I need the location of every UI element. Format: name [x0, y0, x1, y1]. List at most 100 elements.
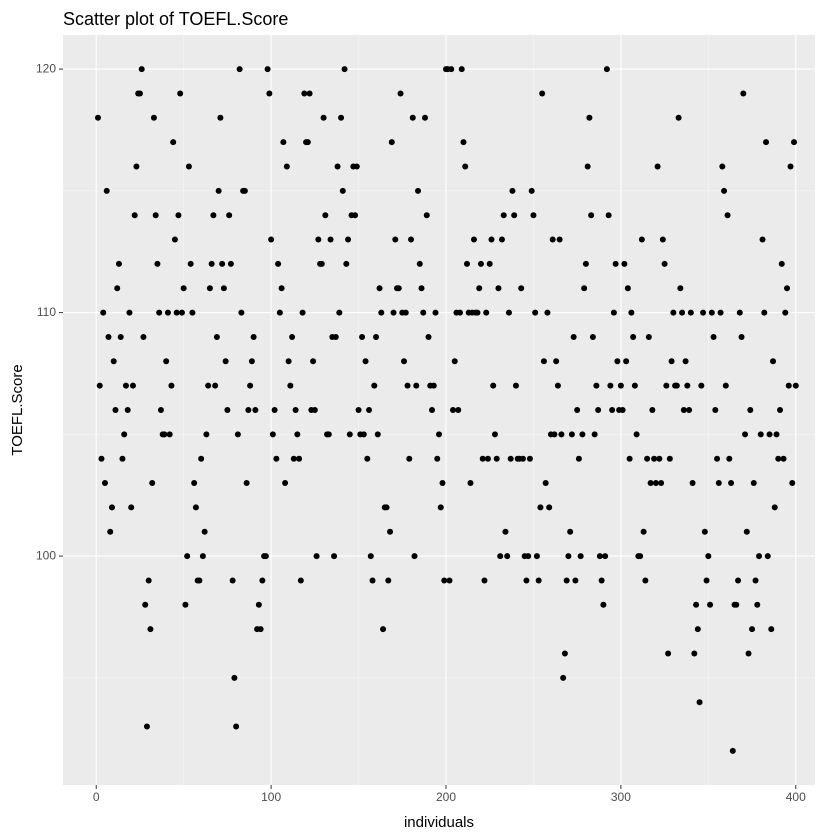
point — [184, 553, 191, 560]
point — [749, 626, 756, 633]
point — [724, 212, 731, 219]
point — [707, 601, 714, 608]
point — [124, 407, 131, 413]
panel — [63, 35, 815, 785]
point — [693, 601, 700, 608]
point — [206, 285, 213, 292]
point — [523, 577, 530, 584]
point — [542, 480, 549, 487]
point — [222, 358, 229, 365]
point — [602, 553, 609, 560]
point — [502, 528, 509, 535]
point — [250, 333, 257, 340]
point — [325, 431, 332, 438]
point — [509, 187, 516, 194]
point — [166, 431, 173, 438]
point — [187, 260, 194, 267]
y-tick-label: 120 — [36, 61, 56, 75]
point — [645, 333, 652, 340]
point — [593, 382, 600, 389]
point — [429, 407, 436, 413]
point — [415, 187, 422, 194]
point — [577, 553, 584, 560]
point — [563, 577, 570, 584]
point — [182, 601, 189, 608]
point — [446, 577, 453, 584]
point — [213, 333, 220, 340]
point — [110, 358, 117, 365]
point — [738, 333, 745, 340]
point — [780, 455, 787, 462]
point — [411, 553, 418, 560]
point — [283, 163, 290, 170]
point — [610, 309, 617, 316]
point — [533, 553, 540, 560]
point — [680, 407, 687, 413]
point — [352, 212, 359, 219]
point — [401, 358, 408, 365]
point — [259, 577, 266, 584]
point — [493, 455, 500, 462]
point — [721, 187, 728, 194]
point — [229, 577, 236, 584]
point — [624, 285, 631, 292]
point — [572, 577, 579, 584]
point — [773, 431, 780, 438]
point — [173, 309, 180, 316]
point — [164, 309, 171, 316]
point — [591, 431, 598, 438]
point — [551, 431, 558, 438]
point — [380, 626, 387, 633]
point — [280, 139, 287, 146]
point — [236, 66, 243, 73]
point — [364, 455, 371, 462]
point — [490, 382, 497, 389]
point — [605, 212, 612, 219]
point — [719, 163, 726, 170]
point — [609, 407, 616, 413]
point — [189, 309, 196, 316]
point — [651, 455, 658, 462]
point — [355, 407, 362, 413]
point — [747, 407, 754, 413]
point — [449, 407, 456, 413]
point — [623, 358, 630, 365]
point — [467, 480, 474, 487]
point — [574, 407, 581, 413]
point — [161, 431, 168, 438]
point — [191, 480, 198, 487]
point — [430, 382, 437, 389]
point — [789, 480, 796, 487]
x-axis-title: individuals — [404, 814, 474, 831]
point — [245, 407, 252, 413]
point — [224, 407, 231, 413]
point — [234, 431, 241, 438]
point — [292, 407, 299, 413]
point — [743, 528, 750, 535]
point — [498, 236, 505, 243]
point — [647, 480, 654, 487]
point — [568, 431, 575, 438]
point — [315, 236, 322, 243]
point — [694, 626, 701, 633]
point — [631, 382, 638, 389]
point — [257, 626, 264, 633]
point — [486, 260, 493, 267]
point — [367, 553, 374, 560]
point — [238, 309, 245, 316]
point — [149, 480, 156, 487]
point — [112, 407, 119, 413]
point — [297, 577, 304, 584]
point — [378, 309, 385, 316]
point — [740, 90, 747, 97]
point — [296, 455, 303, 462]
point — [570, 333, 577, 340]
point — [512, 382, 519, 389]
point — [504, 553, 511, 560]
point — [336, 309, 343, 316]
point — [652, 480, 659, 487]
point — [311, 407, 318, 413]
point — [540, 358, 547, 365]
point — [497, 553, 504, 560]
point — [689, 480, 696, 487]
